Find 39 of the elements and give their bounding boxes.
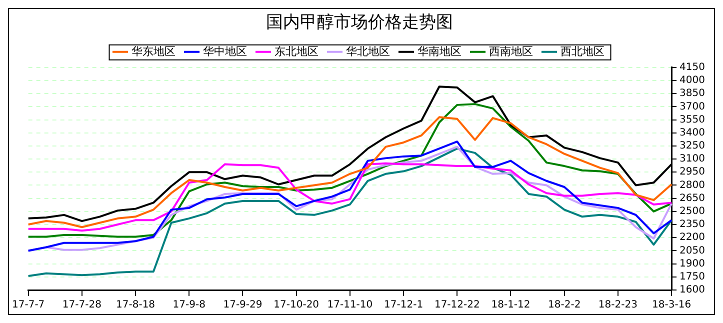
x-tick-label: 17-9-8 (172, 300, 206, 311)
x-tick-label: 17-10-20 (274, 300, 320, 311)
x-tick-label: 18-1-12 (491, 300, 530, 311)
y-tick-label: 2650 (680, 192, 706, 204)
x-tick-label: 18-2-2 (548, 300, 581, 311)
y-tick-label: 2350 (680, 219, 706, 230)
y-tick-label: 3550 (680, 114, 706, 126)
y-tick-label: 2800 (680, 180, 706, 191)
legend-label: 华北地区 (346, 44, 390, 58)
y-tick-label: 1900 (680, 258, 706, 270)
y-tick-label: 3700 (680, 101, 706, 112)
legend-label: 华南地区 (417, 44, 462, 58)
y-tick-label: 2050 (680, 245, 706, 256)
legend-label: 华中地区 (202, 44, 247, 58)
legend-label: 东北地区 (274, 44, 318, 58)
x-tick-label: 18-2-23 (598, 300, 638, 311)
x-tick-label: 17-12-1 (384, 300, 424, 311)
x-tick-label: 17-7-28 (62, 300, 102, 311)
legend-label: 西南地区 (488, 44, 533, 58)
y-tick-label: 2950 (680, 166, 706, 178)
y-tick-label: 2200 (680, 232, 706, 244)
y-tick-label: 3250 (680, 140, 706, 152)
x-tick-label: 17-9-29 (223, 300, 262, 311)
x-tick-label: 17-11-10 (327, 300, 373, 311)
x-tick-label: 17-8-18 (116, 300, 156, 311)
y-tick-label: 2500 (680, 206, 706, 218)
x-tick-label: 18-3-16 (652, 300, 692, 311)
x-tick-label: 17-7-7 (12, 300, 45, 311)
legend-label: 西北地区 (560, 44, 604, 58)
y-tick-label: 3850 (680, 88, 706, 100)
y-tick-label: 4000 (680, 75, 706, 86)
y-tick-label: 1600 (680, 284, 706, 296)
y-tick-label: 4150 (680, 62, 706, 73)
x-tick-label: 17-12-22 (434, 300, 480, 311)
y-tick-label: 1750 (680, 272, 706, 282)
y-tick-label: 3100 (680, 154, 706, 165)
chart-title: 国内甲醇市场价格走势图 (266, 12, 453, 33)
y-tick-label: 3400 (680, 127, 706, 138)
legend-label: 华东地区 (131, 44, 176, 58)
